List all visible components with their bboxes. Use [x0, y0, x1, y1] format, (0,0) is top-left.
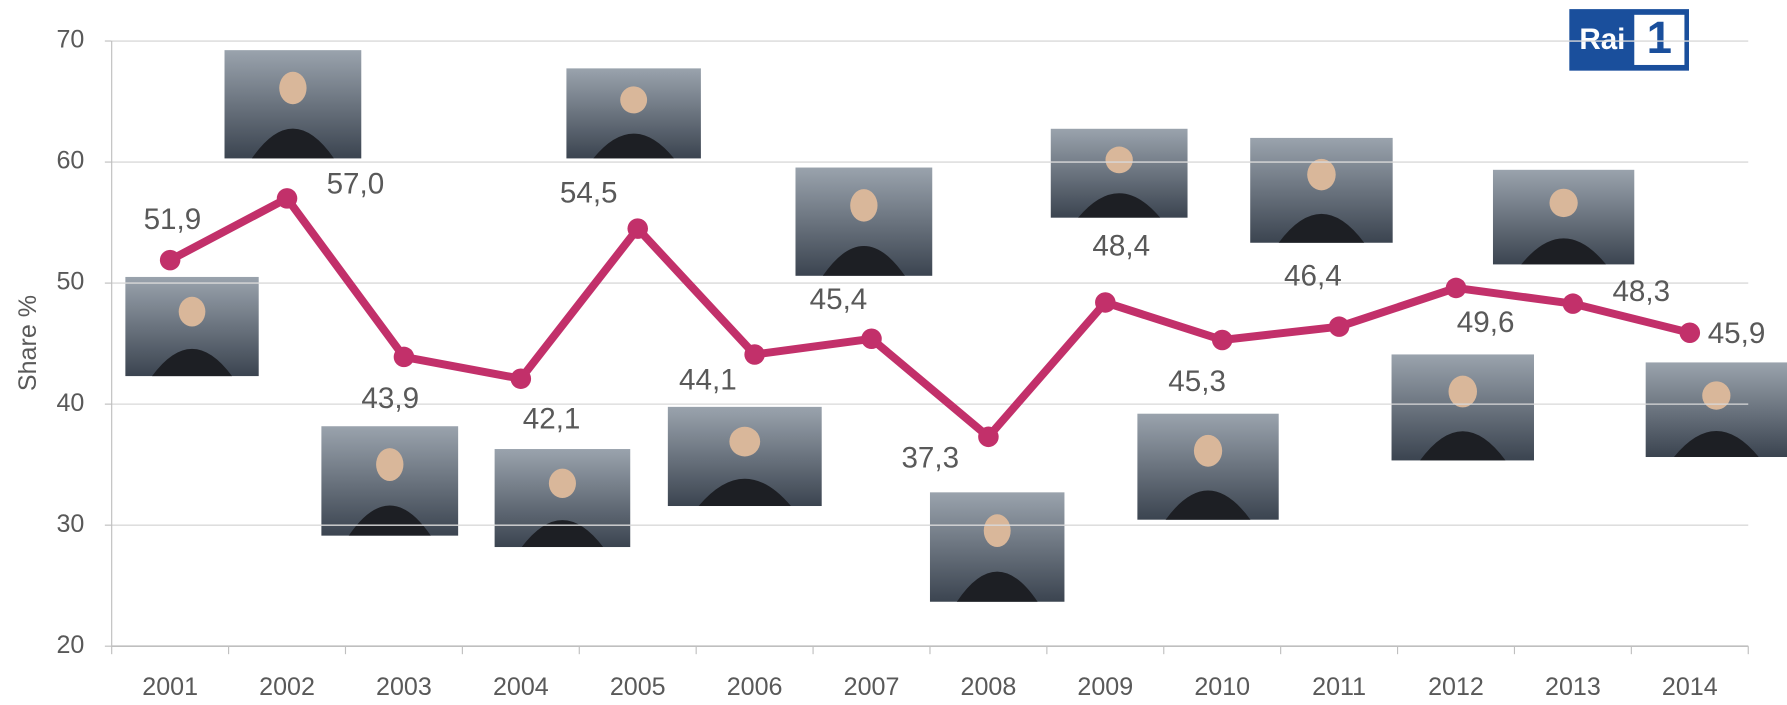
logo-number: 1	[1647, 12, 1672, 63]
photo-figure	[1673, 430, 1759, 458]
x-tick-label: 2002	[259, 673, 315, 701]
x-tick-label: 2010	[1194, 673, 1250, 701]
x-tick-label: 2004	[493, 673, 549, 701]
photo-figure	[251, 128, 334, 159]
photo-figure	[279, 71, 307, 105]
point	[627, 218, 648, 239]
photos	[125, 50, 1787, 602]
value-label: 45,4	[810, 283, 868, 316]
x-tick-label: 2001	[142, 673, 198, 701]
photo-figure	[822, 246, 905, 276]
x-tick-label: 2014	[1662, 673, 1718, 701]
x-tick-label: 2013	[1545, 673, 1601, 701]
point	[159, 249, 181, 271]
value-label: 37,3	[901, 441, 959, 474]
y-axis-label: Share %	[14, 295, 42, 391]
x-tick-label: 2009	[1077, 673, 1133, 701]
photo-figure	[376, 448, 404, 481]
logo-box	[1634, 14, 1685, 65]
photo-figure	[1448, 375, 1478, 408]
value-label: 49,6	[1457, 306, 1515, 339]
photo-figure	[698, 478, 791, 507]
y-tick-label: 40	[56, 389, 84, 417]
photo-figure	[956, 571, 1038, 602]
point	[744, 344, 765, 365]
point	[978, 426, 999, 448]
x-tick-label: 2012	[1428, 673, 1484, 701]
value-label: 44,1	[679, 364, 737, 397]
y-tick-label: 70	[56, 26, 84, 54]
value-label: 57,0	[327, 168, 385, 201]
y-tick-label: 60	[56, 147, 84, 175]
x-tick-label: 2008	[961, 673, 1017, 701]
photo-figure	[1278, 213, 1365, 243]
value-label: 45,9	[1708, 317, 1766, 350]
photo-figure	[593, 133, 674, 159]
photo-figure	[1702, 381, 1731, 410]
value-label: 45,3	[1168, 365, 1226, 398]
photo-figure	[152, 348, 233, 377]
photo-figure	[178, 296, 206, 327]
x-tick-label: 2011	[1312, 673, 1366, 701]
point	[1095, 292, 1116, 313]
point	[393, 346, 415, 368]
photo-figure	[548, 468, 576, 499]
y-tick-label: 50	[56, 268, 84, 296]
photo-figure	[1193, 434, 1223, 467]
y-tick-label: 30	[56, 510, 84, 538]
value-label: 42,1	[523, 403, 581, 436]
x-tick-label: 2003	[376, 673, 432, 701]
point	[1679, 322, 1701, 343]
y-tick-label: 20	[56, 631, 84, 659]
line	[168, 194, 1691, 441]
value-label: 54,5	[560, 176, 618, 209]
photo-figure	[1549, 188, 1578, 218]
photo-figure	[521, 520, 604, 548]
x-tick-label: 2007	[844, 673, 900, 701]
value-label: 48,4	[1092, 230, 1150, 263]
value-label: 51,9	[144, 203, 202, 236]
photo-figure	[348, 505, 431, 536]
value-label: 46,4	[1284, 259, 1342, 292]
photo-figure	[1307, 158, 1336, 191]
point	[276, 188, 298, 209]
photo-figure	[850, 189, 878, 222]
value-label: 48,3	[1612, 275, 1670, 308]
photo-figure	[1105, 146, 1133, 174]
photo-figure	[1420, 431, 1506, 461]
point	[861, 328, 882, 350]
point	[1211, 329, 1233, 351]
photo-figure	[729, 426, 761, 457]
logo: Rai 1	[1569, 9, 1689, 71]
point	[1328, 316, 1350, 337]
photo-figure	[983, 514, 1011, 548]
value-label: 43,9	[361, 382, 419, 415]
photo-figure	[1165, 490, 1251, 520]
x-tick-label: 2006	[727, 673, 783, 701]
point	[1445, 277, 1467, 299]
photo-figure	[620, 86, 648, 114]
x-tick-label: 2005	[610, 673, 666, 701]
point	[510, 368, 532, 389]
point	[1562, 293, 1584, 314]
logo-text: Rai	[1579, 23, 1625, 56]
photo-figure	[1078, 193, 1161, 218]
photo-figure	[1521, 238, 1607, 265]
